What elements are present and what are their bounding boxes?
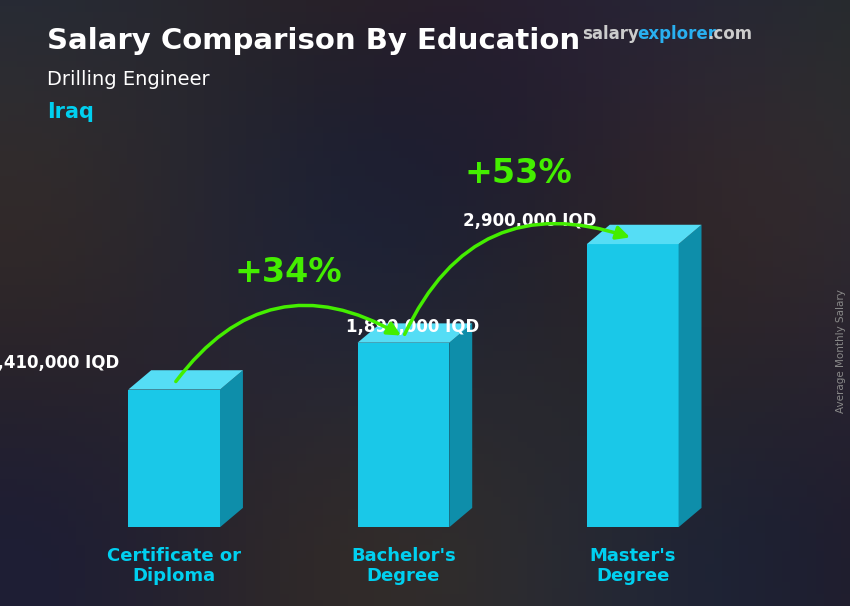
Text: Average Monthly Salary: Average Monthly Salary <box>836 290 846 413</box>
Text: 1,410,000 IQD: 1,410,000 IQD <box>0 354 119 372</box>
Text: 2,900,000 IQD: 2,900,000 IQD <box>462 212 596 230</box>
Polygon shape <box>358 324 473 342</box>
Polygon shape <box>358 342 450 527</box>
Polygon shape <box>678 225 701 527</box>
Text: 1,890,000 IQD: 1,890,000 IQD <box>346 318 479 336</box>
Polygon shape <box>128 370 243 390</box>
Text: Salary Comparison By Education: Salary Comparison By Education <box>47 27 580 55</box>
Polygon shape <box>220 370 243 527</box>
Polygon shape <box>128 390 220 527</box>
Text: explorer: explorer <box>638 25 717 44</box>
Text: +34%: +34% <box>235 256 343 289</box>
Text: salary: salary <box>582 25 639 44</box>
Text: Drilling Engineer: Drilling Engineer <box>47 70 209 88</box>
Text: Iraq: Iraq <box>47 102 94 122</box>
Polygon shape <box>450 324 473 527</box>
Polygon shape <box>586 244 678 527</box>
Text: +53%: +53% <box>464 158 572 190</box>
Text: .com: .com <box>707 25 752 44</box>
Polygon shape <box>586 225 701 244</box>
